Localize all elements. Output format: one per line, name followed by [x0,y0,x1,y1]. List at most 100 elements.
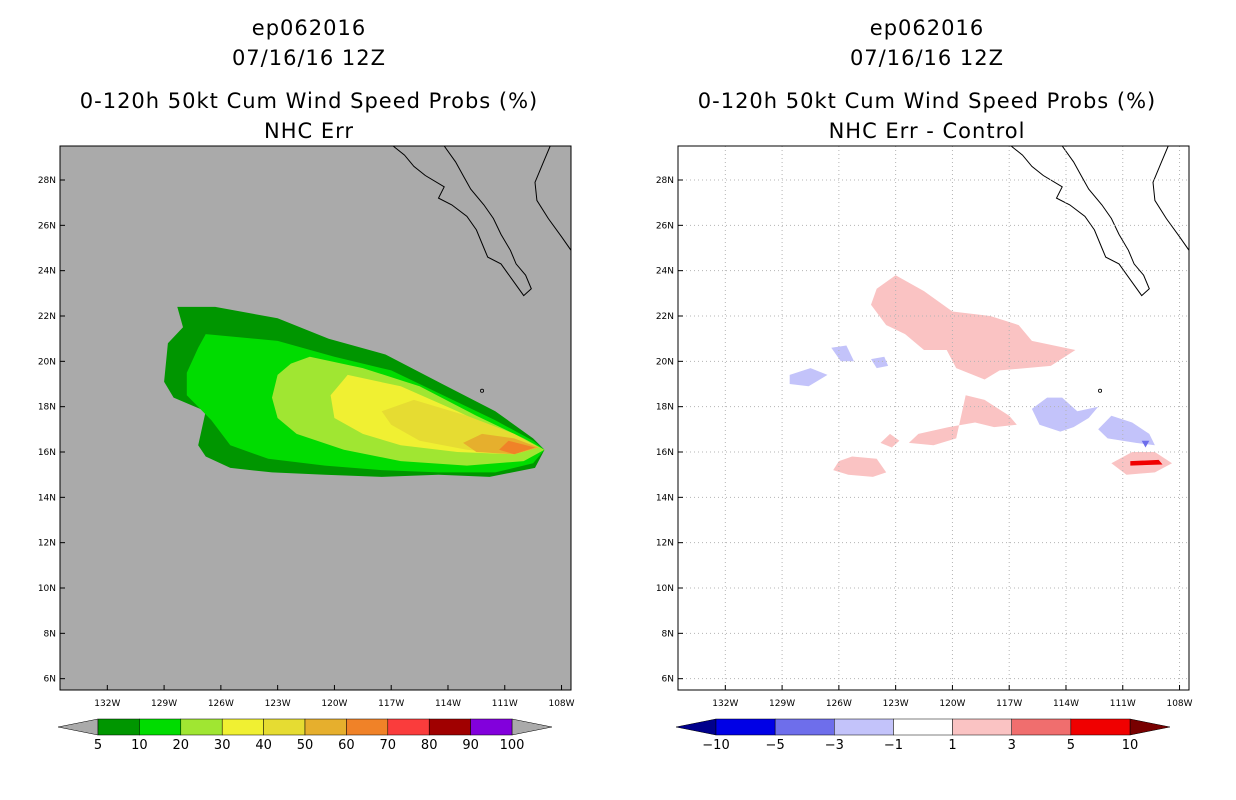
colorbar-box [387,718,430,736]
contour-layer [789,146,1189,477]
x-tick-label: 132W [712,699,738,709]
colorbar-box [1011,718,1072,736]
storm-id-label: ep062016 [251,16,367,40]
contour--5 [1141,440,1150,448]
storm-id-label: ep062016 [869,16,985,40]
chart-subtitle: NHC Err - Control [828,119,1026,143]
x-tick-label: 111W [1110,699,1136,709]
colorbar-label: 100 [500,738,525,753]
colorbar-label: −10 [702,738,729,753]
coastline [1010,146,1150,297]
y-tick-label: 10N [38,584,56,594]
datetime-label: 07/16/16 12Z [231,46,387,70]
colorbar-label: 20 [173,738,190,753]
colorbar-label: 70 [380,738,397,753]
chart-svg: 132W 129W 126W 123W 120W 117W 114W 111W 108W 6N 8N… [38,145,575,753]
colorbar-label: −3 [825,738,844,753]
y-tick-label: 14N [656,493,674,503]
x-tick-label: 126W [826,699,852,709]
panel-nhc-err-minus-control: ep062016 07/16/16 12Z 0-120h 50kt Cum Wi… [618,0,1236,800]
colorbar-label: 3 [1008,738,1016,753]
y-tick-label: 16N [38,448,56,458]
island-marker [1098,388,1103,393]
x-tick-label: 129W [151,699,177,709]
chart-title: 0-120h 50kt Cum Wind Speed Probs (%) [697,89,1157,113]
contour-1 [880,433,900,448]
colorbar-box [97,718,140,736]
colorbar-box [263,718,306,736]
y-tick-label: 22N [38,312,56,322]
y-tick-label: 18N [656,403,674,413]
y-tick-label: 20N [656,357,674,367]
x-tick-label: 108W [548,699,574,709]
contour--1 [831,345,854,362]
colorbar-label: 90 [462,738,479,753]
coastline [392,146,532,297]
colorbar-box [139,718,182,736]
colorbar-label: 80 [421,738,438,753]
colorbar-under-arrow [57,718,99,736]
x-tick-label: 117W [996,699,1022,709]
colorbar-under-arrow [675,718,717,736]
colorbar-label: 30 [214,738,231,753]
coastline [1152,146,1189,251]
colorbar-box [180,718,223,736]
colorbar-box [221,718,264,736]
colorbar-box [834,718,894,736]
y-tick-label: 24N [656,267,674,277]
x-tick-label: 120W [939,699,965,709]
contour--1 [1098,415,1155,446]
y-tick-label: 16N [656,448,674,458]
x-tick-label: 132W [94,699,120,709]
colorbar-label: −5 [766,738,785,753]
contour-60 [499,440,535,455]
y-tick-label: 20N [38,357,56,367]
datetime-label: 07/16/16 12Z [849,46,1005,70]
x-tick-label: 111W [492,699,518,709]
colorbar-box [470,718,513,736]
colorbar-label: 5 [1067,738,1075,753]
island-marker [480,388,485,393]
contour--1 [1031,397,1099,432]
contour-5 [1130,459,1163,466]
colorbar-label: 10 [1122,738,1139,753]
y-tick-label: 28N [656,176,674,186]
coastline [534,146,571,251]
colorbar-label: 60 [338,738,355,753]
plot-frame [59,145,572,691]
chart-title: 0-120h 50kt Cum Wind Speed Probs (%) [79,89,539,113]
x-tick-label: 123W [265,699,291,709]
colorbar-over-arrow [1129,718,1171,736]
plot-frame [677,145,1190,691]
colorbar-box [304,718,347,736]
colorbar-label: 40 [255,738,272,753]
colorbar-label: 5 [94,738,102,753]
colorbar-label: 10 [131,738,148,753]
contour-1 [871,275,1076,380]
colorbar-box [346,718,389,736]
colorbar-box [428,718,471,736]
y-tick-label: 26N [656,221,674,231]
colorbar-label: 50 [297,738,314,753]
x-tick-label: 108W [1166,699,1192,709]
y-tick-label: 6N [44,675,56,685]
contour-1 [908,395,1017,446]
y-tick-label: 10N [656,584,674,594]
y-tick-label: 12N [38,539,56,549]
x-tick-label: 126W [208,699,234,709]
y-tick-label: 18N [38,403,56,413]
x-tick-label: 129W [769,699,795,709]
chart-svg: 132W 129W 126W 123W 120W 117W 114W 111W 108W 6N 8N… [656,145,1193,753]
x-tick-label: 123W [883,699,909,709]
colorbar-over-arrow [511,718,553,736]
colorbar-label: −1 [884,738,903,753]
contour--1 [871,356,889,369]
y-tick-label: 12N [656,539,674,549]
colorbar-box [1070,718,1131,736]
y-tick-label: 8N [662,629,674,639]
colorbar-box [715,718,776,736]
x-tick-label: 117W [378,699,404,709]
plot-background [678,146,1189,690]
chart-subtitle: NHC Err [263,119,354,143]
contour-layer [164,146,571,477]
